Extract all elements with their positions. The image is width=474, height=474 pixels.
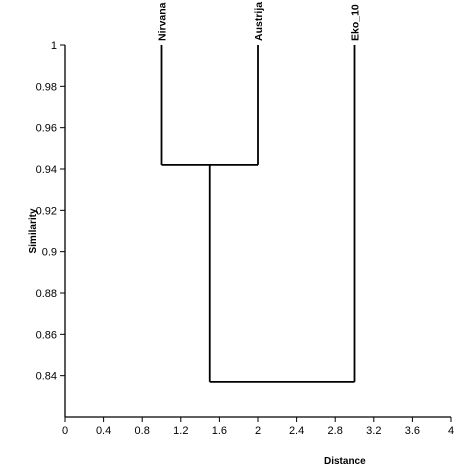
leaf-label: Nirvana: [157, 2, 169, 41]
leaf-label: Austrija: [253, 2, 265, 41]
leaf-labels: Nirvana Austrija Eko_10: [157, 2, 362, 41]
y-tick-label: 0.92: [36, 205, 57, 217]
x-tick-label: 3.6: [405, 425, 420, 437]
x-tick-label: 2: [255, 425, 261, 437]
leaf-label: Eko_10: [350, 4, 362, 41]
x-tick-label: 1.2: [173, 425, 188, 437]
y-tick-label: 0.86: [36, 329, 57, 341]
y-tick-label: 0.98: [36, 81, 57, 93]
y-tick-label: 0.88: [36, 288, 57, 300]
x-tick-label: 0.8: [135, 425, 150, 437]
y-tick-label: 0.9: [42, 247, 57, 259]
y-axis-title: Similarity: [28, 208, 39, 253]
ticks: 0 0.4 0.8 1.2 1.6 2 2.4 2.8 3.2 3.6 4 0.84 0.86 0.88 0…: [36, 40, 454, 437]
x-tick-label: 0: [62, 425, 68, 437]
x-axis-title: Distance: [324, 456, 366, 467]
x-tick-label: 0.4: [96, 425, 111, 437]
dendrogram-branches: [160, 45, 356, 383]
y-tick-label: 0.94: [36, 164, 57, 176]
x-tick-label: 2.8: [328, 425, 343, 437]
x-tick-label: 2.4: [289, 425, 304, 437]
x-tick-label: 4: [448, 425, 454, 437]
x-tick-label: 3.2: [366, 425, 381, 437]
y-tick-label: 0.96: [36, 123, 57, 135]
y-tick-label: 1: [51, 40, 57, 52]
x-tick-label: 1.6: [212, 425, 227, 437]
y-tick-label: 0.84: [36, 371, 57, 383]
